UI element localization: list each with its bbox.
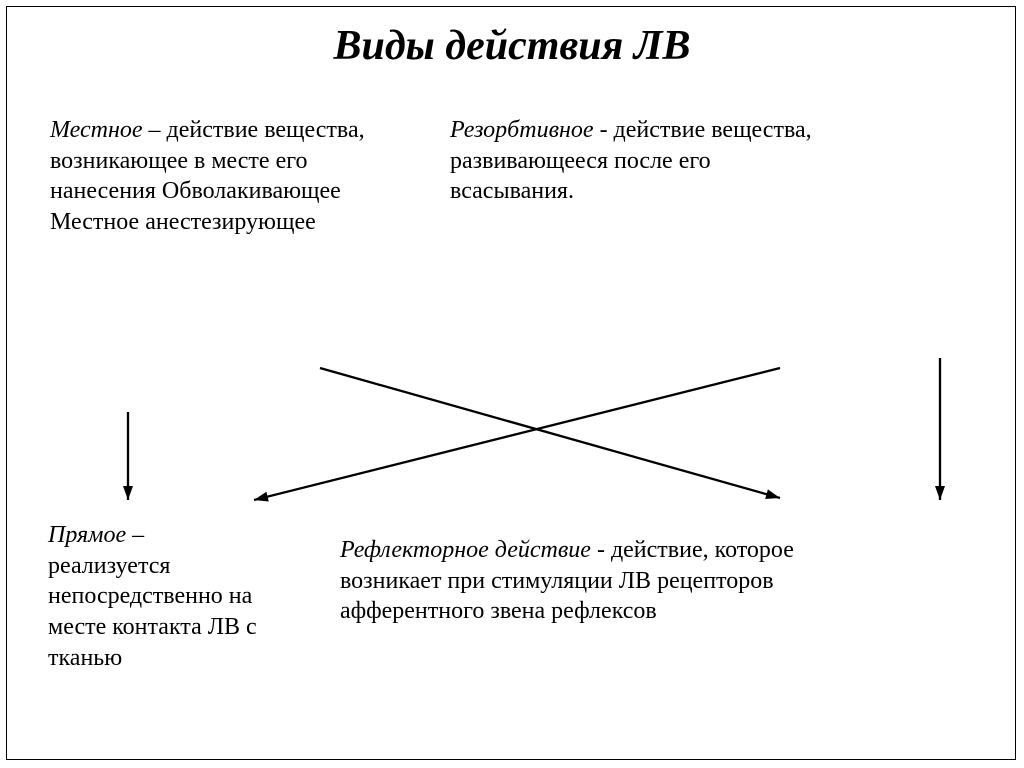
- slide-title: Виды действия ЛВ: [0, 22, 1024, 70]
- term-direct: Прямое: [48, 522, 126, 548]
- block-bottom-right: Рефлекторное действие - действие, которо…: [340, 535, 900, 627]
- block-bottom-left: Прямое – реализуется непосредственно на …: [48, 520, 258, 674]
- term-reflex: Рефлекторное действие: [340, 537, 591, 563]
- block-top-left: Местное – действие вещества, возникающее…: [50, 115, 410, 238]
- block-top-right: Резорбтивное - действие вещества, развив…: [450, 115, 830, 207]
- term-resorptive: Резорбтивное: [450, 117, 594, 143]
- term-local: Местное: [50, 117, 143, 143]
